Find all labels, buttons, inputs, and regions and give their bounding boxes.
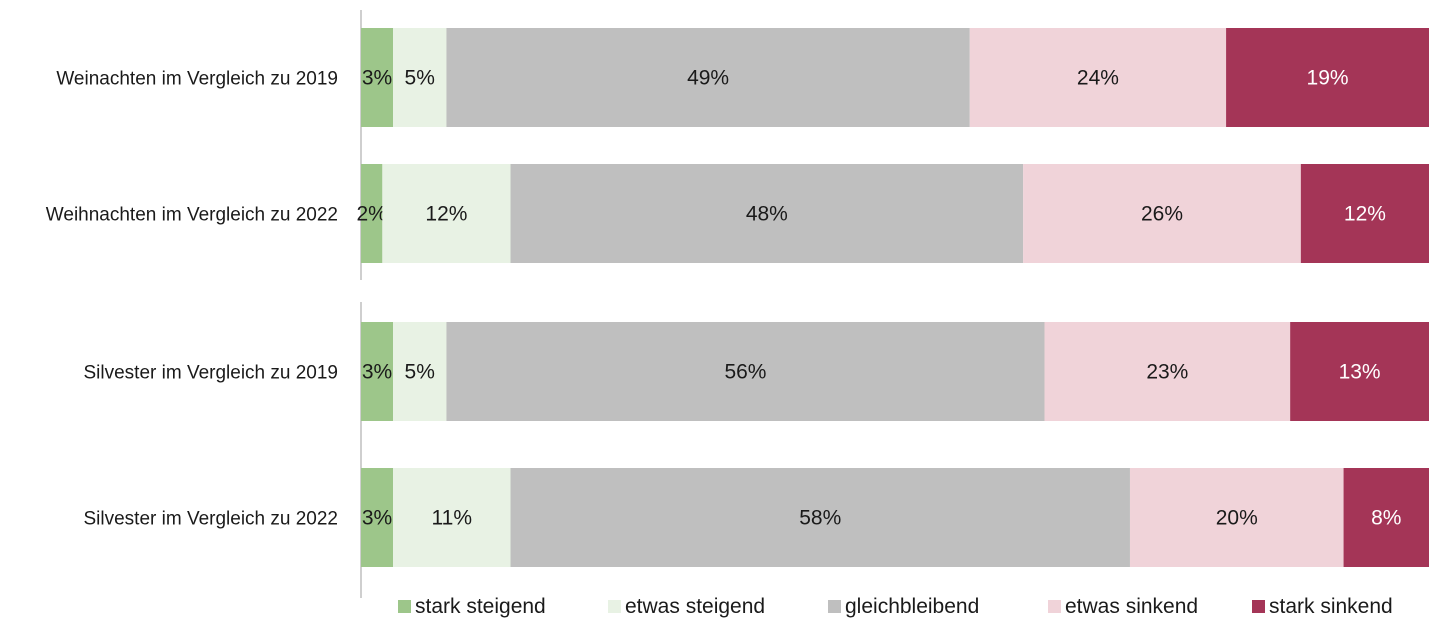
value-label-2-2: 12%: [425, 203, 467, 226]
value-label-3-4: 23%: [1146, 361, 1188, 384]
bar-segment-1-3: [446, 28, 970, 127]
category-labels-group: Weinachten im Vergleich zu 2019 Weihnacht…: [46, 69, 338, 530]
bar-segment-3-4: [1044, 322, 1291, 421]
legend-swatch-1: [398, 600, 411, 613]
bar-segment-3-3: [446, 322, 1045, 421]
value-label-3-1: 3%: [362, 361, 392, 384]
bar-segment-2-5: [1300, 164, 1429, 263]
value-label-4-5: 8%: [1371, 507, 1401, 530]
bar-segment-3-2: [393, 322, 447, 421]
bar-segment-1-5: [1226, 28, 1429, 127]
value-label-3-2: 5%: [405, 361, 435, 384]
bar-segment-1-1: [361, 28, 394, 127]
bar-segment-1-2: [393, 28, 447, 127]
bar-segment-3-1: [361, 322, 394, 421]
category-label-2: Weihnachten im Vergleich zu 2022: [46, 205, 338, 226]
value-label-3-5: 13%: [1339, 361, 1381, 384]
value-label-4-2: 11%: [432, 507, 472, 530]
bar-segment-4-3: [510, 468, 1130, 567]
legend-label-2: etwas steigend: [625, 595, 765, 618]
value-label-1-3: 49%: [687, 67, 729, 90]
bar-segment-3-5: [1290, 322, 1429, 421]
value-label-2-5: 12%: [1344, 203, 1386, 226]
value-label-2-3: 48%: [746, 203, 788, 226]
bar-segment-4-1: [361, 468, 394, 567]
legend-swatch-4: [1048, 600, 1061, 613]
bar-segment-2-1: [361, 164, 383, 263]
bar-segment-4-2: [393, 468, 511, 567]
category-label-4: Silvester im Vergleich zu 2022: [83, 509, 338, 530]
value-label-1-2: 5%: [405, 67, 435, 90]
bar-segment-4-4: [1129, 468, 1344, 567]
value-label-2-1: 2%: [357, 203, 387, 226]
legend-label-3: gleichbleibend: [845, 595, 979, 618]
legend-label-4: etwas sinkend: [1065, 595, 1198, 618]
bar-segment-2-4: [1023, 164, 1301, 263]
bar-segment-1-4: [969, 28, 1227, 127]
legend-swatch-2: [608, 600, 621, 613]
value-label-1-5: 19%: [1307, 67, 1349, 90]
bar-segment-2-3: [510, 164, 1024, 263]
value-label-1-1: 3%: [362, 67, 392, 90]
value-label-2-4: 26%: [1141, 203, 1183, 226]
legend-label-5: stark sinkend: [1269, 595, 1393, 618]
bars-group: 3% 5% 49% 24% 19% 2% 12% 48% 26% 12% 3% 5% 56% 23% 13%…: [357, 28, 1429, 567]
category-label-3: Silvester im Vergleich zu 2019: [83, 363, 338, 384]
category-label-1: Weinachten im Vergleich zu 2019: [56, 69, 338, 90]
value-label-4-1: 3%: [362, 507, 392, 530]
value-label-4-4: 20%: [1216, 507, 1258, 530]
bar-segment-4-5: [1343, 468, 1429, 567]
legend: stark steigend etwas steigend gleichbleibe…: [398, 595, 1393, 618]
value-label-4-3: 58%: [799, 507, 841, 530]
value-label-3-3: 56%: [724, 361, 766, 384]
legend-swatch-5: [1252, 600, 1265, 613]
legend-swatch-3: [828, 600, 841, 613]
value-label-1-4: 24%: [1077, 67, 1119, 90]
bar-segment-2-2: [382, 164, 511, 263]
legend-label-1: stark steigend: [415, 595, 546, 618]
